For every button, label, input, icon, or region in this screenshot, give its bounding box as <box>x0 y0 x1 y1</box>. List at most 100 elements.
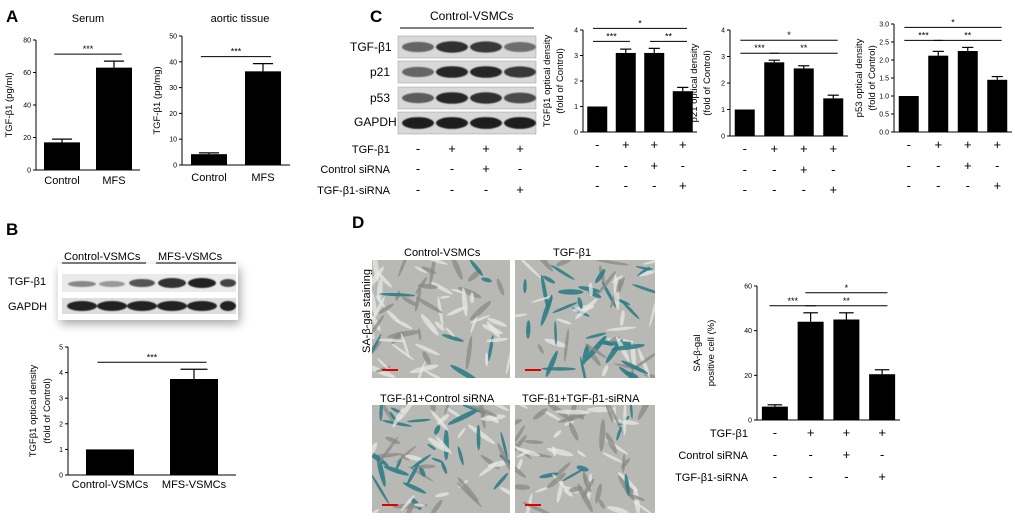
cell <box>410 454 432 469</box>
cell <box>434 321 445 331</box>
cell <box>616 426 622 441</box>
chart-c_tgfb1: 0 1 2 3 4 TGFβ1 optical density (fold of Contr… <box>542 18 697 193</box>
treatment-sign: - <box>831 162 835 177</box>
cell <box>602 452 623 463</box>
cell <box>585 346 601 367</box>
treatment-sign: + <box>878 469 886 484</box>
cell <box>386 310 401 324</box>
treatment-sign: + <box>800 162 808 177</box>
y-tick-label: 50 <box>169 34 177 41</box>
bar <box>761 406 788 420</box>
y-axis-label: SA-β-gal <box>692 334 703 371</box>
treatment-sign: + <box>829 141 837 156</box>
y-tick-label: 0 <box>59 473 63 480</box>
cell <box>596 260 629 266</box>
cell <box>516 447 541 457</box>
cell <box>372 509 380 513</box>
cell <box>457 446 464 466</box>
blot-c-row-tgfb1: TGF-β1 <box>350 40 392 54</box>
cell <box>633 486 641 513</box>
cell <box>584 343 607 359</box>
treatment-sign: + <box>622 137 630 152</box>
y-tick-label: 3 <box>574 53 578 60</box>
significance-label: ** <box>665 31 673 41</box>
cell <box>467 424 496 445</box>
bar <box>793 68 814 136</box>
y-tick-label: 1 <box>59 447 63 454</box>
treatment-sign: - <box>808 469 812 484</box>
bar <box>96 67 132 170</box>
blot-b-row-gapdh: GAPDH <box>8 301 47 313</box>
cell <box>605 432 618 455</box>
treatment-sign: + <box>800 141 808 156</box>
cell <box>621 453 626 473</box>
cell <box>482 324 503 335</box>
cell <box>372 473 390 504</box>
cell <box>377 358 391 372</box>
y-tick-label: 80 <box>23 38 31 45</box>
cell <box>632 284 655 295</box>
treatment-sign: + <box>843 447 851 462</box>
cell <box>395 458 402 470</box>
bar <box>833 319 860 420</box>
cell <box>599 419 606 452</box>
cell <box>621 300 640 320</box>
cell <box>563 488 573 497</box>
cell <box>465 336 473 370</box>
y-tick-label: 2 <box>721 81 725 88</box>
treatment-sign: - <box>595 178 599 193</box>
bar <box>644 52 665 133</box>
cell <box>635 266 655 274</box>
cell <box>553 430 562 438</box>
significance-label: *** <box>606 31 617 41</box>
cell <box>572 305 595 312</box>
cell <box>414 266 427 273</box>
blot-c-row-p53: p53 <box>370 91 390 105</box>
significance-label: * <box>951 17 955 27</box>
micrograph-title-tgfb1-sirna: TGF-β1+TGF-β1-siRNA <box>522 393 640 405</box>
cell <box>375 271 392 288</box>
treatment-sign: - <box>773 425 777 440</box>
y-axis-label: p53 optical density <box>854 38 865 117</box>
y-tick-label: 4 <box>721 28 725 35</box>
cell <box>387 330 421 338</box>
cell <box>632 500 655 513</box>
cell <box>378 303 394 314</box>
significance-label: ** <box>843 296 851 306</box>
cell <box>516 458 523 472</box>
cell <box>554 409 591 415</box>
cell <box>585 332 607 339</box>
cell <box>442 334 464 342</box>
bar <box>823 98 844 136</box>
cell <box>518 260 542 279</box>
cell <box>576 450 586 457</box>
micrographs: SA-β-gal staining Control-VSMCs TGF-β1 T… <box>361 247 655 513</box>
bar <box>869 374 896 420</box>
blot-c-band <box>436 92 468 104</box>
chart-c_p21: 0 1 2 3 4 p21 optical density (fold of Control… <box>689 28 848 197</box>
cell <box>546 472 566 489</box>
cell <box>395 445 417 463</box>
y-tick-label: 60 <box>23 70 31 77</box>
cell <box>620 310 625 327</box>
cell <box>551 446 557 457</box>
cell <box>515 425 526 444</box>
treatment-sign: - <box>844 469 848 484</box>
cell <box>443 428 449 461</box>
cell <box>545 350 558 377</box>
cell <box>497 442 510 471</box>
cell <box>476 424 481 451</box>
cell <box>515 461 527 478</box>
treatment-sign: - <box>416 182 420 197</box>
blot-b-group-control: Control-VSMCs <box>64 251 141 263</box>
treatment-sign: + <box>650 158 658 173</box>
blot-b-row-tgfb1: TGF-β1 <box>8 276 46 288</box>
treatment-sign: + <box>516 182 524 197</box>
blot-c-band <box>470 41 502 53</box>
cell <box>556 260 572 267</box>
cell <box>580 356 588 378</box>
treatment-sign: - <box>966 178 970 193</box>
cell <box>597 270 617 295</box>
bar <box>957 51 978 132</box>
sagal-side-label: SA-β-gal staining <box>361 269 373 353</box>
